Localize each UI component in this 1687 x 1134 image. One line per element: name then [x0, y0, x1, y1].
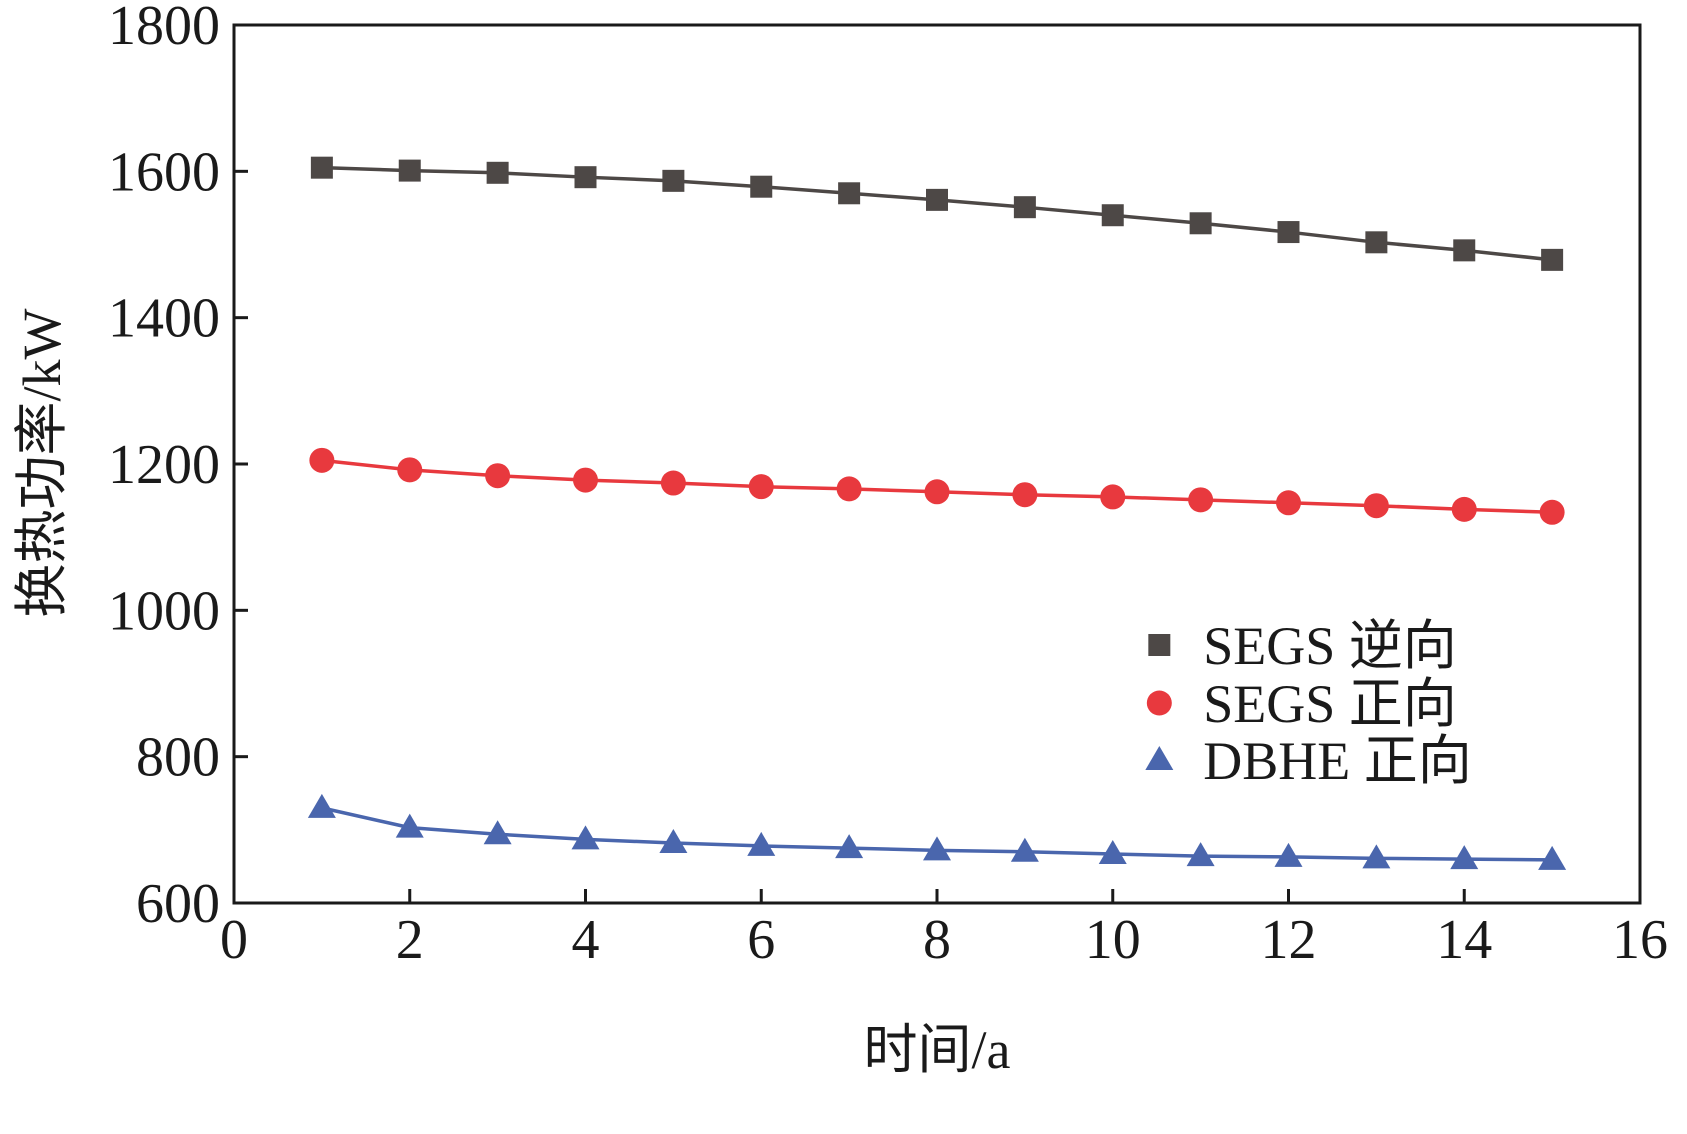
series-2-point — [307, 793, 336, 818]
x-tick-label: 4 — [572, 909, 600, 971]
series-0-point — [1365, 231, 1388, 254]
y-axis-title: 换热功率/kW — [12, 308, 72, 617]
series-2-point — [1186, 842, 1215, 867]
series-2-point — [923, 836, 951, 861]
series-2-point — [1538, 845, 1567, 870]
y-tick-label: 1200 — [108, 434, 220, 496]
series-0-point — [838, 182, 861, 205]
x-tick-label: 6 — [747, 909, 775, 971]
series-0-point — [1101, 204, 1124, 227]
y-tick-label: 800 — [136, 727, 220, 789]
series-2-point — [1362, 844, 1391, 869]
series-0-point — [1277, 221, 1300, 244]
series-0-point — [750, 175, 773, 198]
x-tick-label: 8 — [923, 909, 951, 971]
y-tick-label: 1400 — [108, 288, 220, 350]
series-0-point — [1541, 248, 1564, 271]
series-2 — [307, 793, 1567, 870]
y-tick-label: 1000 — [108, 580, 220, 642]
series-0-point — [1013, 196, 1036, 219]
legend-marker-circle — [1146, 690, 1172, 716]
series-1-point — [1276, 490, 1301, 516]
series-1-point — [573, 467, 598, 493]
x-axis-title: 时间/a — [864, 1020, 1011, 1080]
legend-item: SEGS 逆向 — [1148, 616, 1457, 676]
series-2-point — [659, 829, 688, 854]
legend-item: SEGS 正向 — [1146, 674, 1457, 734]
series-0-point — [926, 188, 948, 211]
series-1-point — [309, 447, 335, 473]
series-0-point — [1453, 239, 1476, 262]
series-2-point — [1010, 837, 1039, 862]
series-1-point — [1012, 482, 1038, 508]
x-tick-label: 10 — [1085, 909, 1141, 971]
series-0-point — [574, 166, 597, 189]
series-1-point — [660, 470, 686, 496]
series-1-point — [1100, 484, 1126, 510]
series-1-point — [485, 463, 511, 489]
series-1-point — [1451, 496, 1477, 522]
series-0-point — [310, 156, 333, 179]
series-2-point — [835, 834, 864, 859]
series-1-point — [748, 474, 774, 500]
series-0-point — [398, 159, 421, 182]
legend-label: SEGS 逆向 — [1203, 616, 1457, 676]
series-0-point — [662, 169, 685, 192]
series-1-point — [924, 479, 950, 505]
x-tick-label: 2 — [396, 909, 424, 971]
series-2-point — [395, 813, 424, 838]
data-series — [307, 156, 1567, 870]
series-2-point — [747, 831, 776, 856]
legend-label: SEGS 正向 — [1203, 674, 1457, 734]
legend-marker-square — [1148, 634, 1171, 656]
legend-label: DBHE 正向 — [1203, 731, 1472, 791]
y-tick-label: 1600 — [108, 141, 220, 203]
series-2-point — [1098, 839, 1127, 864]
y-tick-label: 600 — [136, 873, 220, 935]
y-tick-label: 1800 — [108, 0, 220, 57]
series-1-point — [397, 457, 423, 483]
axis-ticks — [232, 23, 1642, 905]
series-1-point — [1539, 499, 1565, 525]
series-2-point — [483, 820, 512, 845]
legend-marker-triangle — [1145, 746, 1174, 770]
series-0-point — [486, 161, 509, 184]
series-2-point — [1274, 842, 1303, 867]
series-1-point — [1363, 493, 1389, 519]
series-1 — [309, 447, 1565, 525]
x-tick-label: 14 — [1436, 909, 1492, 971]
series-1-point — [836, 476, 862, 502]
axis-tick-labels: 0 2 4 6 8 10 12 14 16 600 800 1000 1200 1400 1600 1800 — [108, 0, 1668, 971]
legend-item: DBHE 正向 — [1145, 731, 1472, 791]
x-tick-label: 0 — [220, 909, 248, 971]
series-2-point — [571, 825, 600, 850]
series-1-point — [1188, 487, 1214, 513]
x-tick-label: 12 — [1261, 909, 1317, 971]
series-0-point — [1189, 212, 1212, 235]
series-0 — [310, 156, 1564, 271]
series-2-point — [1450, 845, 1479, 870]
x-tick-label: 16 — [1612, 909, 1668, 971]
